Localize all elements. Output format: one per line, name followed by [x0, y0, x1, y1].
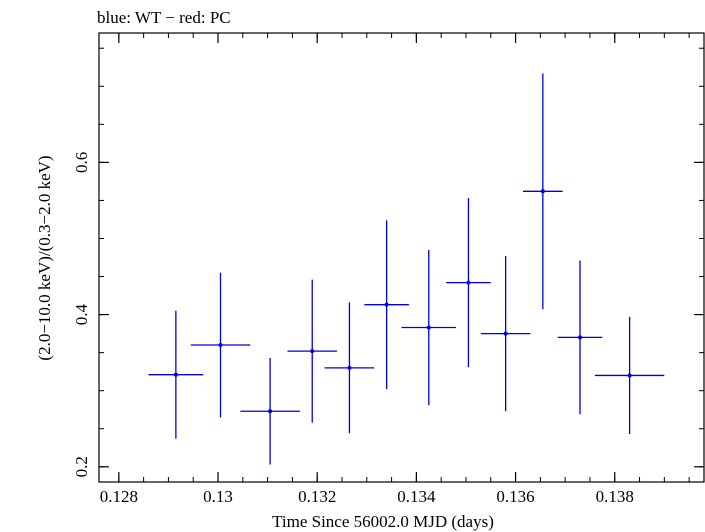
data-point: [240, 357, 300, 465]
point-marker: [384, 302, 389, 307]
y-tick-label: 0.6: [72, 152, 91, 173]
data-point: [557, 260, 603, 415]
y-axis-ticks: 0.2 0.4 0.6: [72, 47, 704, 477]
data-point: [324, 302, 375, 434]
point-marker: [426, 325, 431, 330]
x-tick-label: 0.132: [298, 487, 336, 506]
data-series: [148, 73, 665, 465]
point-marker: [503, 331, 508, 336]
data-point: [446, 198, 491, 368]
point-marker: [310, 349, 315, 354]
y-tick-label: 0.4: [72, 303, 91, 325]
x-tick-label: 0.128: [100, 487, 138, 506]
data-point: [480, 255, 531, 412]
point-marker: [540, 189, 545, 194]
point-marker: [347, 365, 352, 370]
data-point: [364, 220, 409, 390]
x-axis-ticks: 0.128 0.13 0.132 0.134 0.136 0.138: [100, 33, 690, 506]
point-marker: [466, 280, 471, 285]
data-point: [594, 316, 665, 435]
x-tick-label: 0.13: [203, 487, 233, 506]
x-tick-label: 0.134: [397, 487, 436, 506]
y-axis-label: (2.0−10.0 keV)/(0.3−2.0 keV): [35, 155, 54, 360]
point-marker: [218, 343, 223, 348]
data-point: [287, 279, 338, 423]
data-point: [190, 272, 251, 418]
point-marker: [578, 335, 583, 340]
point-marker: [627, 373, 632, 378]
data-point: [522, 73, 563, 310]
chart-title: blue: WT − red: PC: [97, 8, 231, 27]
y-tick-label: 0.2: [72, 456, 91, 477]
data-point: [148, 310, 204, 439]
point-marker: [268, 409, 273, 414]
plot-frame: [98, 32, 705, 483]
data-point: [401, 249, 457, 406]
x-tick-label: 0.138: [596, 487, 634, 506]
x-axis-label: Time Since 56002.0 MJD (days): [272, 512, 494, 531]
point-marker: [173, 372, 178, 377]
x-tick-label: 0.136: [496, 487, 534, 506]
